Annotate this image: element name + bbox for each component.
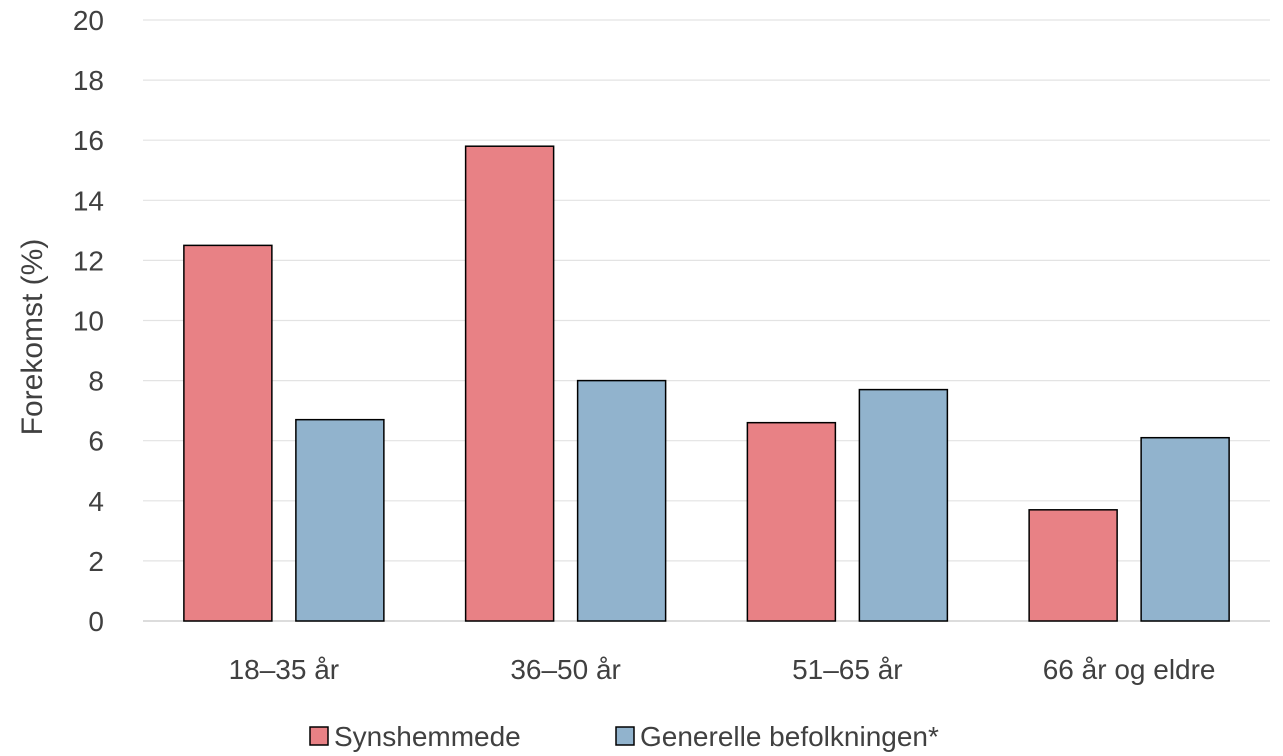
x-tick-label: 18–35 år <box>229 654 340 685</box>
y-tick-label: 14 <box>73 185 104 216</box>
x-axis-ticks: 18–35 år 36–50 år 51–65 år 66 år og eldre <box>229 654 1216 685</box>
bar-generelle-2 <box>858 388 949 622</box>
y-tick-label: 2 <box>88 546 104 577</box>
bar-synshemmede-1 <box>464 145 555 622</box>
bar-generelle-0 <box>295 418 385 622</box>
x-tick-label: 36–50 år <box>510 654 621 685</box>
y-axis-ticks: 0 2 4 6 8 10 12 14 16 18 20 <box>73 5 104 637</box>
bar-synshemmede-2 <box>746 421 837 622</box>
y-tick-label: 4 <box>88 486 104 517</box>
bar-synshemmede-0 <box>183 244 273 622</box>
bars <box>183 145 1230 622</box>
y-tick-label: 8 <box>88 366 104 397</box>
y-tick-label: 0 <box>88 606 104 637</box>
legend-label-generelle: Generelle befolkningen* <box>640 721 939 752</box>
legend-swatch-generelle <box>615 726 635 746</box>
legend-label-synshemmede: Synshemmede <box>334 721 521 752</box>
y-axis-title: Forekomst (%) <box>16 239 49 436</box>
bar-generelle-3 <box>1140 436 1230 622</box>
y-tick-label: 6 <box>88 426 104 457</box>
legend-swatch-synshemmede <box>309 726 329 746</box>
y-tick-label: 20 <box>73 5 104 36</box>
bar-generelle-1 <box>576 379 667 622</box>
bar-synshemmede-3 <box>1028 509 1118 622</box>
x-tick-label: 51–65 år <box>792 654 903 685</box>
y-tick-label: 12 <box>73 245 104 276</box>
legend: Synshemmede Generelle befolkningen* <box>309 721 939 752</box>
y-tick-label: 10 <box>73 306 104 337</box>
y-tick-label: 18 <box>73 65 104 96</box>
y-tick-label: 16 <box>73 125 104 156</box>
x-tick-label: 66 år og eldre <box>1043 654 1216 685</box>
